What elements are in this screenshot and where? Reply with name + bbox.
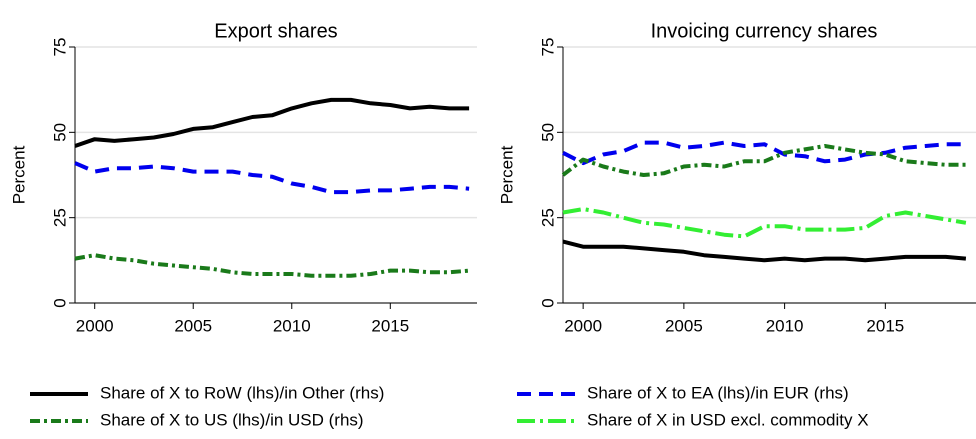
y-tick-label: 75 [50,38,69,57]
x-tick-label: 2005 [174,316,212,335]
series-line [562,140,966,166]
legend: Share of X to RoW (lhs)/in Other (rhs) Sh… [30,383,869,429]
y-tick-label: 25 [538,208,557,227]
y-tick-label: 0 [538,298,557,307]
x-tick-label: 2015 [371,316,409,335]
series-line [562,239,967,263]
legend-label: Share of X in USD excl. commodity X [587,410,869,429]
series-line [74,161,470,195]
series-line [74,97,470,148]
y-tick-label: 50 [538,123,557,142]
x-tick-label: 2000 [564,316,602,335]
series-line [562,207,967,239]
panel: Invoicing currency shares Percent 0 25 50 75 2… [497,20,976,335]
series-line [561,144,966,177]
y-tick-label: 25 [50,208,69,227]
x-tick-label: 2000 [76,316,114,335]
y-axis-label: Percent [9,145,28,204]
y-tick-label: 0 [50,298,69,307]
chart-title: Invoicing currency shares [651,20,878,42]
chart-title: Export shares [214,20,337,42]
legend-label: Share of X to US (lhs)/in USD (rhs) [100,410,364,429]
legend-label: Share of X to EA (lhs)/in EUR (rhs) [587,383,849,402]
legend-label: Share of X to RoW (lhs)/in Other (rhs) [100,383,384,402]
x-tick-label: 2015 [866,316,904,335]
x-tick-label: 2010 [766,316,804,335]
panel: Export shares Percent 0 25 50 75 2000 2005 2010 2… [9,20,477,335]
series-line [74,253,470,278]
x-tick-label: 2010 [273,316,311,335]
y-axis-label: Percent [497,145,516,204]
y-tick-label: 75 [538,38,557,57]
y-tick-label: 50 [50,123,69,142]
x-tick-label: 2005 [665,316,703,335]
